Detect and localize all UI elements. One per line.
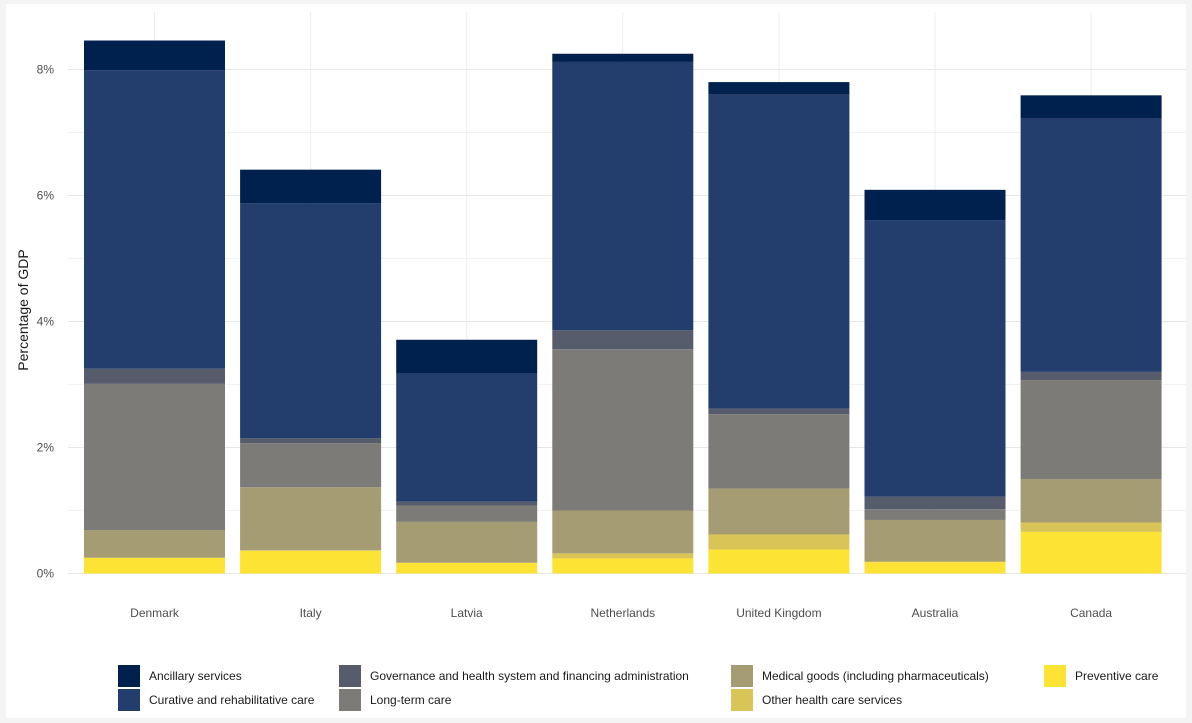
- bar-segment: [864, 496, 1006, 510]
- y-tick-label: 0%: [37, 567, 55, 581]
- legend-label: Ancillary services: [149, 669, 242, 683]
- x-tick-label: Latvia: [451, 606, 483, 620]
- bar-segment: [864, 189, 1006, 221]
- legend-swatch: [339, 665, 361, 687]
- bar-segment: [864, 519, 1006, 562]
- stacked-bar-chart: 0% 2% 4% 6% 8% Denmark Italy Latvia Netherlands U…: [15, 12, 1186, 711]
- legend-swatch: [731, 689, 753, 711]
- legend-swatch: [339, 689, 361, 711]
- legend: Ancillary services Governance and health …: [118, 665, 1159, 711]
- bar-segment: [708, 408, 850, 415]
- bar-segment: [1020, 371, 1162, 381]
- legend-label: Long-term care: [370, 693, 452, 707]
- bar-segment: [552, 53, 694, 62]
- legend-label: Medical goods (including pharmaceuticals…: [762, 669, 989, 683]
- bar-segment: [396, 373, 538, 502]
- bar-segment: [864, 220, 1006, 497]
- axes: 0% 2% 4% 6% 8% Denmark Italy Latvia Netherlands U…: [37, 63, 1113, 621]
- bar-segment: [708, 82, 850, 95]
- bar-segment: [1020, 479, 1162, 523]
- legend-swatch: [118, 665, 140, 687]
- bar-segment: [1020, 522, 1162, 532]
- x-tick-label: Netherlands: [590, 606, 655, 620]
- bar-segment: [240, 550, 382, 574]
- legend-swatch: [118, 689, 140, 711]
- chart-canvas: 0% 2% 4% 6% 8% Denmark Italy Latvia Netherlands U…: [6, 4, 1186, 718]
- bar-segment: [84, 557, 225, 574]
- bar-segment: [708, 534, 850, 550]
- bar-segment: [396, 521, 538, 563]
- bar-segment: [240, 487, 382, 551]
- bar-segment: [84, 383, 225, 531]
- bar-segment: [396, 562, 538, 574]
- bar-segment: [552, 558, 694, 574]
- bar-segment: [1020, 380, 1162, 479]
- y-tick-label: 2%: [37, 441, 55, 455]
- legend-label: Curative and rehabilitative care: [149, 693, 315, 707]
- bar-segment: [1020, 118, 1162, 372]
- bar-segment: [240, 203, 382, 439]
- bar-segment: [552, 61, 694, 331]
- bar-segment: [84, 530, 225, 558]
- bar-segment: [708, 549, 850, 574]
- bar-segment: [240, 438, 382, 444]
- bar-segment: [84, 40, 225, 71]
- bar-segment: [1020, 531, 1162, 574]
- bar-segment: [396, 505, 538, 522]
- legend-swatch: [731, 665, 753, 687]
- legend-label: Preventive care: [1075, 669, 1159, 683]
- y-tick-label: 8%: [37, 63, 55, 77]
- bar-segment: [708, 488, 850, 535]
- legend-label: Other health care services: [762, 693, 902, 707]
- bar-segment: [552, 330, 694, 350]
- bar-segment: [396, 339, 538, 374]
- y-axis-label: Percentage of GDP: [15, 249, 31, 370]
- bar-segment: [240, 550, 382, 551]
- bar-segment: [240, 443, 382, 488]
- bar-segment: [708, 94, 850, 409]
- bar-segment: [240, 169, 382, 204]
- y-tick-label: 4%: [37, 315, 55, 329]
- bars: [84, 40, 1162, 574]
- bar-segment: [864, 562, 1006, 574]
- bar-segment: [708, 414, 850, 489]
- bar-segment: [552, 510, 694, 554]
- x-tick-label: Canada: [1070, 606, 1112, 620]
- x-tick-label: Italy: [300, 606, 322, 620]
- bar-segment: [84, 368, 225, 384]
- bar-segment: [864, 509, 1006, 520]
- x-tick-label: United Kingdom: [736, 606, 821, 620]
- bar-segment: [396, 501, 538, 506]
- bar-segment: [864, 561, 1006, 563]
- bar-segment: [84, 70, 225, 369]
- legend-label: Governance and health system and financi…: [370, 669, 689, 683]
- x-tick-label: Australia: [912, 606, 959, 620]
- y-tick-label: 6%: [37, 189, 55, 203]
- bar-segment: [552, 349, 694, 511]
- bar-segment: [1020, 95, 1162, 119]
- legend-swatch: [1044, 665, 1066, 687]
- x-tick-label: Denmark: [130, 606, 180, 620]
- bar-segment: [552, 553, 694, 559]
